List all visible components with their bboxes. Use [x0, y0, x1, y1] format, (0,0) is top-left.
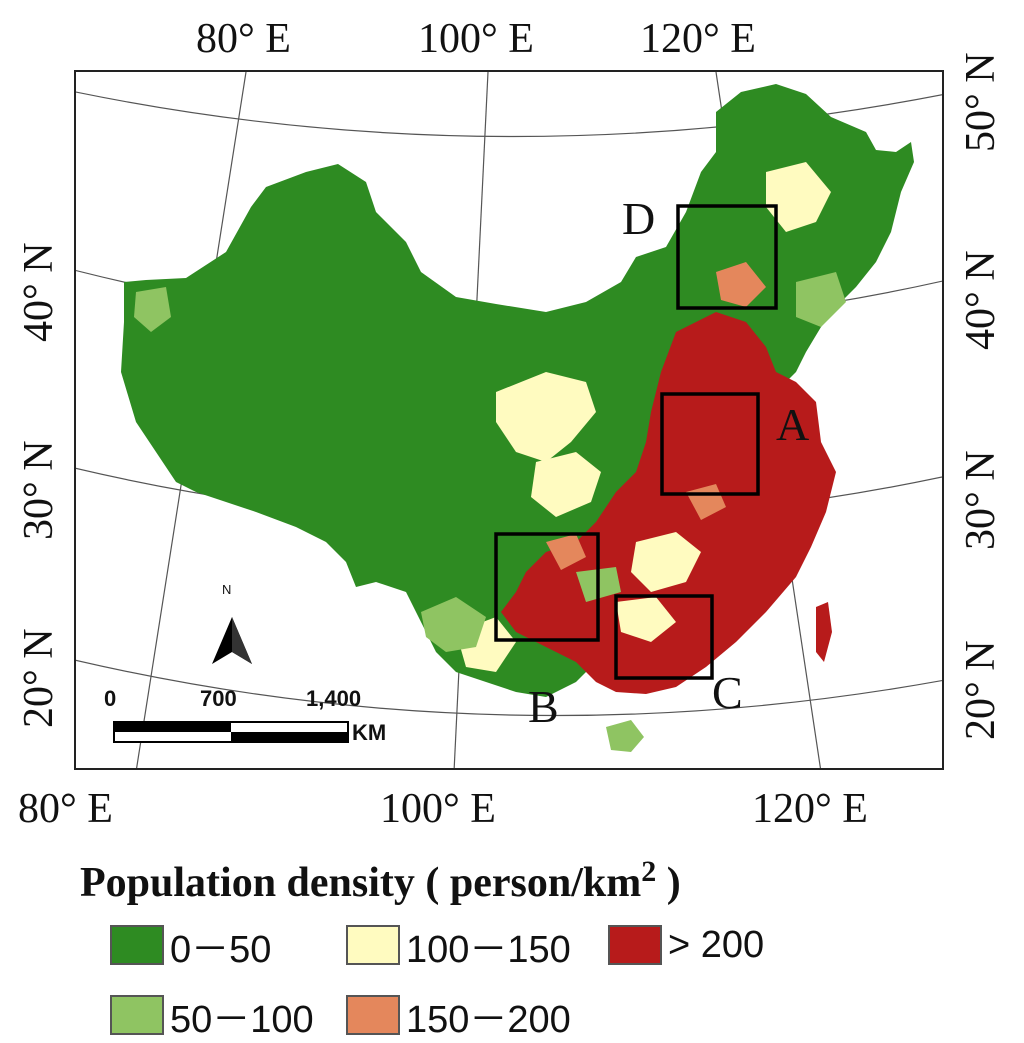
- scale-tick-700: 700: [200, 686, 237, 711]
- legend-swatch: [110, 925, 164, 965]
- legend-item-50-100: 50－100: [110, 992, 314, 1041]
- legend-label: 50－100: [170, 998, 314, 1041]
- lon-label-bottom-80: 80° E: [18, 786, 113, 832]
- scale-tick-0: 0: [104, 686, 117, 711]
- island-hainan: [606, 720, 644, 752]
- lon-label-bottom-100: 100° E: [380, 786, 496, 832]
- north-arrow-label: N: [222, 582, 232, 597]
- legend-swatch: [110, 995, 164, 1035]
- scale-tick-1400: 1,400: [306, 686, 362, 711]
- region-box-a: [660, 392, 760, 496]
- lat-label-left-20: 20° N: [16, 628, 62, 728]
- map-canvas: [76, 72, 942, 768]
- lat-label-right-30: 30° N: [958, 450, 1004, 550]
- legend-label: 150－200: [406, 998, 571, 1041]
- legend-swatch: [346, 995, 400, 1035]
- legend-label: 0－50: [170, 928, 272, 971]
- lon-label-bottom-120: 120° E: [752, 786, 868, 832]
- legend-item-150-200: 150－200: [346, 992, 571, 1041]
- map-frame: [74, 70, 944, 770]
- legend-item-0-50: 0－50: [110, 922, 271, 971]
- island-taiwan: [816, 602, 832, 662]
- legend-item-100-150: 100－150: [346, 922, 571, 971]
- legend-swatch: [346, 925, 400, 965]
- region-box-b: [494, 532, 600, 642]
- lat-label-right-20: 20° N: [958, 640, 1004, 740]
- landmass-high-density: [501, 312, 836, 694]
- region-box-d: [676, 204, 778, 310]
- region-label-d: D: [622, 193, 656, 244]
- patch-lowmid-1: [421, 597, 486, 652]
- legend-item-over-200: > 200: [608, 922, 764, 968]
- region-label-a: A: [776, 399, 810, 450]
- lat-label-right-50: 50° N: [958, 52, 1004, 152]
- graticule-lat-20: [76, 659, 942, 717]
- region-label-b: B: [528, 681, 559, 732]
- legend-label: > 200: [668, 923, 765, 966]
- lat-label-left-40: 40° N: [16, 242, 62, 342]
- lat-label-right-40: 40° N: [958, 250, 1004, 350]
- lon-label-top-120: 120° E: [640, 16, 756, 62]
- patch-mid-3: [631, 532, 701, 592]
- lat-label-left-30: 30° N: [16, 440, 62, 540]
- legend-label: 100－150: [406, 928, 571, 971]
- lon-label-top-100: 100° E: [418, 16, 534, 62]
- lon-label-top-80: 80° E: [196, 16, 291, 62]
- legend-title: Population density ( person/km2 ): [80, 855, 681, 906]
- region-label-c: C: [712, 667, 743, 718]
- legend-swatch: [608, 925, 662, 965]
- patch-midhigh-1: [716, 262, 766, 307]
- patch-mid-5: [766, 162, 831, 232]
- patch-mid-2: [531, 452, 601, 517]
- patch-lowmid-3: [134, 287, 171, 332]
- patch-mid-4: [616, 597, 676, 642]
- scale-unit: KM: [352, 720, 387, 745]
- region-box-c: [614, 594, 714, 680]
- patch-midhigh-2: [546, 534, 586, 570]
- patch-lowmid-2: [796, 272, 846, 327]
- patch-mid-1: [496, 372, 596, 462]
